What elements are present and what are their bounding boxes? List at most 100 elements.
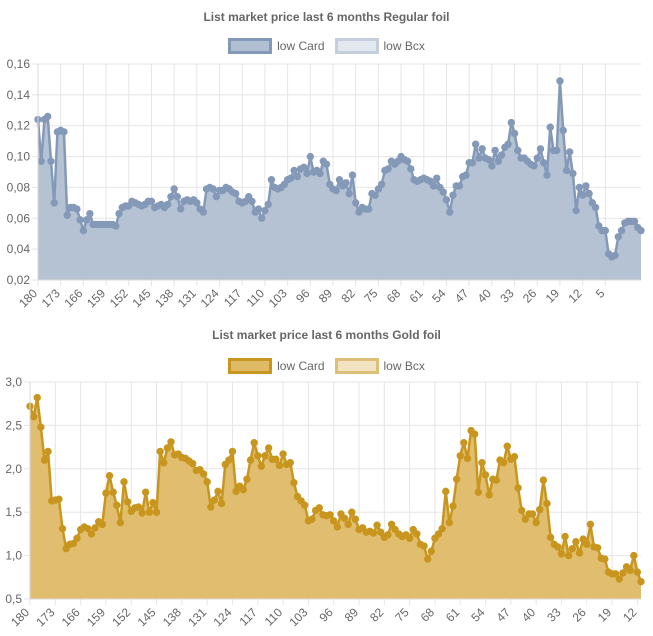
data-point[interactable] — [86, 209, 94, 218]
data-point[interactable] — [261, 452, 269, 460]
data-point[interactable] — [217, 499, 226, 508]
data-point[interactable] — [199, 470, 208, 478]
data-point[interactable] — [109, 488, 117, 496]
data-point[interactable] — [626, 566, 634, 575]
data-point[interactable] — [387, 520, 396, 529]
data-point[interactable] — [102, 489, 110, 497]
data-point[interactable] — [449, 502, 457, 510]
data-point[interactable] — [267, 176, 276, 184]
data-point[interactable] — [69, 539, 78, 548]
data-point[interactable] — [463, 454, 472, 463]
data-point[interactable] — [207, 503, 215, 511]
data-point[interactable] — [47, 157, 55, 165]
data-point[interactable] — [228, 447, 237, 456]
data-point[interactable] — [617, 226, 626, 235]
data-point[interactable] — [300, 163, 308, 172]
data-point[interactable] — [315, 504, 323, 512]
data-point[interactable] — [261, 206, 269, 215]
data-point[interactable] — [105, 472, 114, 480]
data-point[interactable] — [460, 439, 468, 447]
data-point[interactable] — [152, 508, 161, 516]
data-point[interactable] — [586, 520, 595, 529]
data-point[interactable] — [572, 538, 580, 546]
data-point[interactable] — [575, 549, 584, 557]
data-point[interactable] — [250, 439, 258, 447]
data-point[interactable] — [470, 430, 479, 438]
data-point[interactable] — [630, 217, 639, 226]
data-point[interactable] — [474, 488, 483, 496]
data-point[interactable] — [141, 488, 150, 496]
data-point[interactable] — [485, 491, 493, 499]
data-point[interactable] — [348, 171, 357, 179]
data-point[interactable] — [290, 166, 298, 175]
data-point[interactable] — [633, 568, 642, 576]
data-point[interactable] — [423, 555, 432, 563]
data-point[interactable] — [565, 148, 574, 156]
data-point[interactable] — [384, 531, 392, 539]
data-point[interactable] — [546, 533, 555, 542]
data-point[interactable] — [449, 191, 457, 199]
data-point[interactable] — [478, 145, 486, 153]
data-point[interactable] — [593, 544, 602, 552]
data-point[interactable] — [371, 191, 379, 199]
data-point[interactable] — [308, 515, 316, 523]
data-point[interactable] — [456, 452, 464, 460]
data-point[interactable] — [579, 535, 587, 543]
data-point[interactable] — [405, 534, 414, 542]
data-point[interactable] — [167, 192, 175, 201]
data-point[interactable] — [413, 530, 421, 538]
data-point[interactable] — [156, 447, 164, 456]
data-point[interactable] — [209, 185, 217, 193]
data-point[interactable] — [510, 129, 519, 138]
data-point[interactable] — [290, 478, 298, 487]
data-point[interactable] — [517, 506, 526, 515]
data-point[interactable] — [583, 540, 591, 549]
data-point[interactable] — [481, 471, 490, 479]
data-point[interactable] — [342, 179, 350, 187]
data-point[interactable] — [87, 530, 96, 538]
data-point[interactable] — [79, 226, 88, 235]
data-point[interactable] — [503, 442, 511, 450]
data-point[interactable] — [210, 496, 219, 504]
data-point[interactable] — [199, 208, 208, 216]
data-point[interactable] — [248, 197, 256, 206]
data-point[interactable] — [60, 128, 68, 136]
data-point[interactable] — [286, 459, 295, 467]
data-point[interactable] — [533, 154, 541, 162]
data-point[interactable] — [176, 205, 185, 213]
data-point[interactable] — [287, 174, 295, 182]
data-point[interactable] — [507, 118, 516, 127]
data-point[interactable] — [76, 216, 84, 224]
data-point[interactable] — [332, 186, 340, 195]
data-point[interactable] — [112, 222, 120, 230]
data-point[interactable] — [254, 205, 263, 213]
data-point[interactable] — [514, 146, 522, 155]
data-point[interactable] — [335, 176, 344, 184]
data-point[interactable] — [611, 570, 620, 578]
data-point[interactable] — [306, 152, 315, 161]
data-point[interactable] — [601, 555, 609, 563]
data-point[interactable] — [562, 166, 571, 175]
data-point[interactable] — [149, 498, 157, 507]
data-point[interactable] — [510, 452, 519, 461]
data-point[interactable] — [488, 162, 496, 170]
data-point[interactable] — [160, 459, 168, 467]
data-point[interactable] — [316, 169, 324, 178]
data-point[interactable] — [376, 528, 385, 536]
data-point[interactable] — [225, 456, 233, 464]
data-point[interactable] — [348, 508, 356, 516]
data-point[interactable] — [37, 423, 45, 431]
data-point[interactable] — [232, 487, 240, 496]
data-point[interactable] — [279, 450, 287, 458]
data-point[interactable] — [214, 487, 222, 496]
data-point[interactable] — [264, 444, 273, 452]
data-point[interactable] — [532, 518, 540, 527]
data-point[interactable] — [272, 455, 280, 463]
data-point[interactable] — [553, 146, 561, 155]
data-point[interactable] — [572, 206, 580, 215]
data-point[interactable] — [585, 189, 593, 198]
data-point[interactable] — [82, 216, 91, 224]
data-point[interactable] — [326, 511, 334, 519]
data-point[interactable] — [115, 209, 123, 218]
data-point[interactable] — [568, 544, 577, 553]
